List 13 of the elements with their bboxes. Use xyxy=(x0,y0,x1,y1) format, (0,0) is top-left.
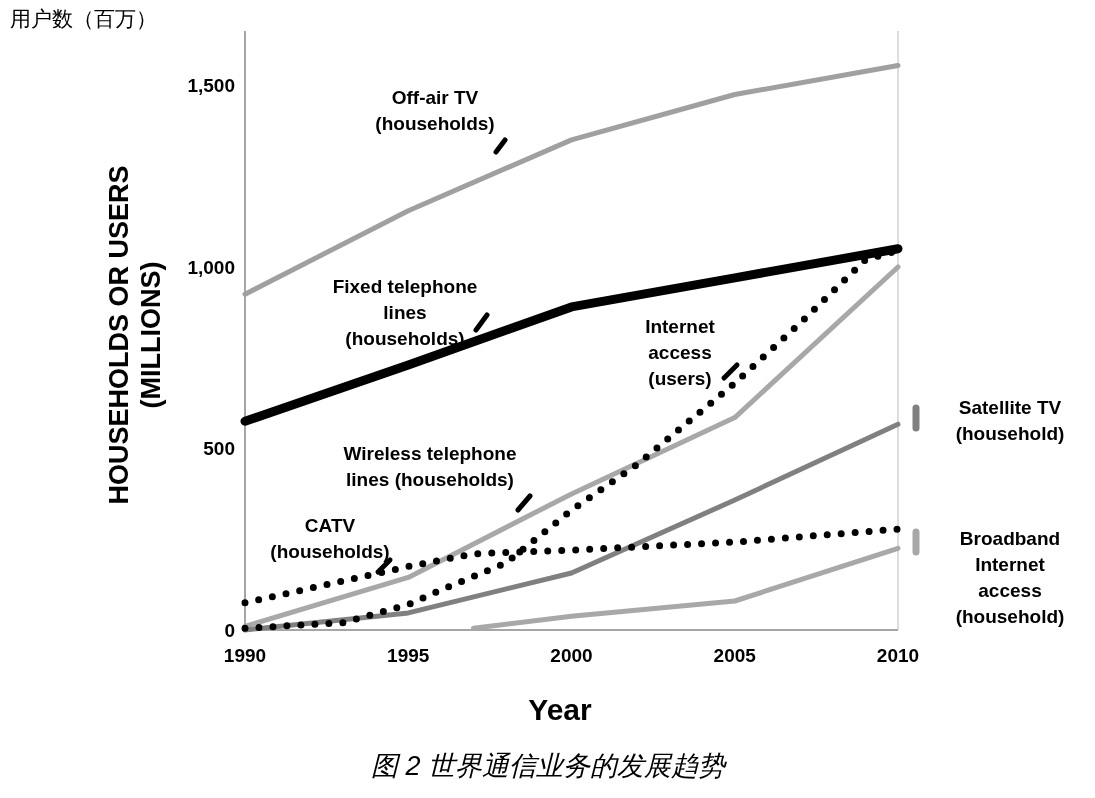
x-tick-label: 2000 xyxy=(550,645,593,666)
y-tick-label: 500 xyxy=(203,438,235,460)
x-tick-label: 2005 xyxy=(713,645,757,666)
x-tick-label: 1990 xyxy=(223,645,267,666)
text: 用户数（百万） xyxy=(10,7,157,30)
y-tick-label: 0 xyxy=(224,620,235,641)
x-axis-title: Year xyxy=(528,693,593,726)
y-axis-title: HOUSEHOLDS OR USERS (MILLIONS) xyxy=(104,165,166,505)
y-tick-label: 1,500 xyxy=(187,75,235,97)
y-tick-label: 1,000 xyxy=(187,256,235,278)
x-tick-label: 1995 xyxy=(387,645,430,666)
x-tick-label: 2010 xyxy=(876,645,920,666)
caption: 图 2 世界通信业务的发展趋势 xyxy=(370,751,728,781)
